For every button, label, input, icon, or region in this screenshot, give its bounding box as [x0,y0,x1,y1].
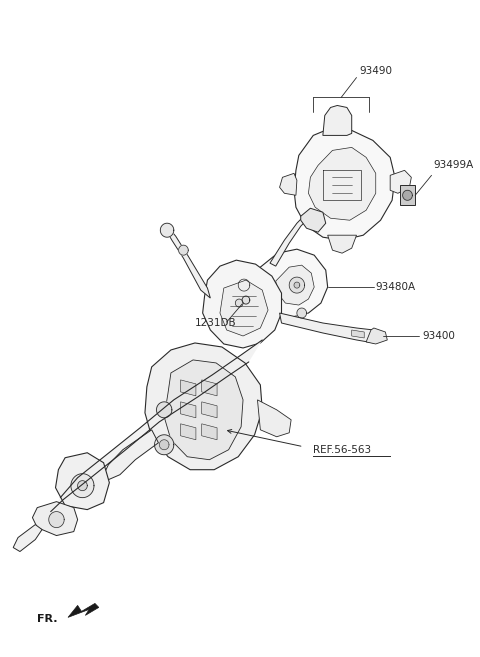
Polygon shape [71,474,94,497]
Text: 93400: 93400 [422,331,455,341]
Polygon shape [257,400,291,437]
Text: 1231DB: 1231DB [195,318,237,328]
Text: 93490: 93490 [360,66,393,76]
Polygon shape [104,430,158,480]
Polygon shape [328,235,357,253]
Polygon shape [239,275,260,297]
Text: 93499A: 93499A [433,160,474,170]
Polygon shape [180,402,196,418]
Polygon shape [145,343,262,470]
Polygon shape [166,228,210,298]
Polygon shape [179,245,188,255]
Polygon shape [403,191,412,200]
Polygon shape [202,424,217,440]
Polygon shape [297,308,307,318]
Polygon shape [51,340,262,512]
Polygon shape [235,299,243,307]
Polygon shape [279,313,376,343]
Polygon shape [202,402,217,418]
Polygon shape [49,512,64,528]
Polygon shape [258,249,328,317]
Polygon shape [323,106,352,135]
Polygon shape [242,296,250,304]
Polygon shape [352,330,364,338]
Polygon shape [301,208,326,232]
Polygon shape [56,453,109,510]
Polygon shape [159,440,169,450]
Text: REF.56-563: REF.56-563 [313,445,372,455]
Polygon shape [220,280,268,336]
Polygon shape [164,360,243,460]
Polygon shape [366,328,387,344]
Polygon shape [155,435,174,455]
Polygon shape [78,481,87,491]
Polygon shape [203,260,281,348]
Polygon shape [160,223,174,237]
Polygon shape [276,265,314,305]
Polygon shape [279,173,297,195]
Text: FR.: FR. [37,614,58,624]
Polygon shape [180,380,196,396]
Polygon shape [180,424,196,440]
Polygon shape [289,277,305,293]
Polygon shape [202,380,217,396]
Polygon shape [294,282,300,288]
Text: 93480A: 93480A [376,282,416,292]
Polygon shape [68,603,99,618]
Polygon shape [400,185,415,205]
Polygon shape [270,214,311,266]
Polygon shape [294,127,395,240]
Polygon shape [13,524,42,551]
Polygon shape [390,170,411,193]
Polygon shape [156,402,172,418]
Polygon shape [33,502,78,535]
Polygon shape [309,147,376,220]
Polygon shape [238,279,250,291]
